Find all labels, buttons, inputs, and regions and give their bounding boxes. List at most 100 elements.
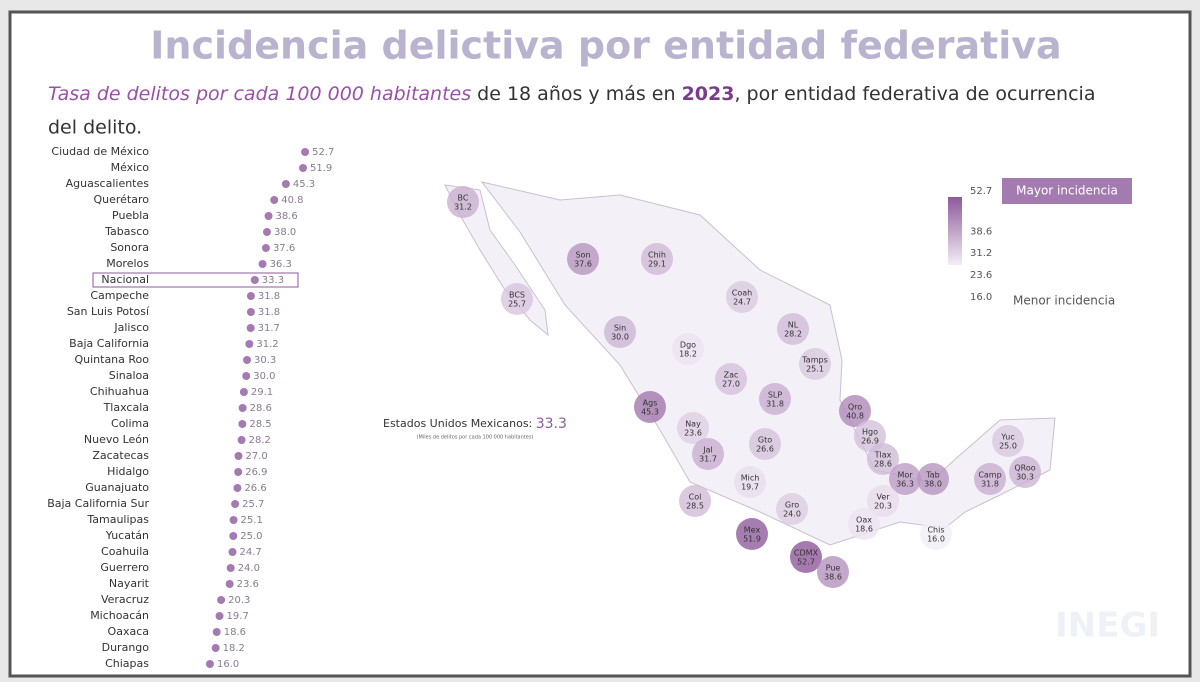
value-label: 45.3 [293,179,315,190]
dot [225,580,234,588]
state-abbr: SLP [768,391,783,400]
category-label: Morelos [106,257,149,270]
category-label: Michoacán [90,609,149,622]
dot [237,436,246,444]
state-value: 38.6 [824,573,842,582]
legend-high-box [1002,178,1132,204]
dot [243,356,252,364]
state-value: 25.7 [508,300,526,309]
state [867,443,899,475]
state-abbr: Oax [856,516,872,525]
category-label: Puebla [112,209,149,222]
dot [258,260,267,268]
dot [212,628,221,636]
value-label: 38.6 [276,211,298,222]
value-label: 30.0 [253,371,275,382]
category-label: Aguascalientes [66,177,150,190]
state [799,348,831,380]
annotation-text: Estados Unidos Mexicanos: [383,417,536,430]
value-label: 37.6 [273,243,295,254]
state-value: 30.3 [1016,473,1034,482]
category-label: Nuevo León [84,433,149,446]
value-label: 51.9 [310,163,332,174]
state-abbr: BCS [509,291,525,300]
state [749,428,781,460]
category-label: Nayarit [109,577,150,590]
state-value: 28.2 [784,330,802,339]
category-label: Yucatán [105,529,149,542]
value-label: 24.0 [238,563,260,574]
value-label: 31.2 [256,339,278,350]
subtitle-part: , por entidad federativa de ocurrencia [734,83,1095,105]
state [759,383,791,415]
legend-low: Menor incidencia [1013,294,1115,308]
state [634,391,666,423]
value-label: 36.3 [270,259,292,270]
state-abbr: Tamps [801,356,828,365]
subtitle: Tasa de delitos por cada 100 000 habitan… [48,83,1095,105]
state-value: 19.7 [741,483,759,492]
state-abbr: BC [458,194,469,203]
dot [217,596,226,604]
category-label: Quintana Roo [74,353,149,366]
state [889,463,921,495]
dot [239,388,248,396]
value-label: 18.6 [224,627,246,638]
category-label: Colima [111,417,149,430]
dot [215,612,224,620]
state-abbr: Qro [848,403,862,412]
highlight-box [92,272,299,288]
category-label: Guerrero [100,561,149,574]
value-label: 19.7 [227,611,249,622]
value-label: 38.0 [274,227,296,238]
state [848,508,880,540]
legend-tick-label: 52.7 [970,186,992,197]
state-abbr: Pue [826,564,841,573]
dot [211,644,220,652]
value-label: 25.7 [242,499,264,510]
value-label: 26.9 [245,467,267,478]
state-value: 37.6 [574,260,592,269]
dot [245,340,254,348]
subtitle-part: Tasa de delitos por cada 100 000 habitan… [48,83,471,105]
dot [233,484,242,492]
dot [238,404,247,412]
state-value: 45.3 [641,408,659,417]
category-label: Sinaloa [109,369,149,382]
value-label: 29.1 [251,387,273,398]
state-value: 28.6 [874,460,892,469]
state [920,518,952,550]
value-label: 23.6 [237,579,259,590]
state [736,518,768,550]
category-label: Jalisco [113,321,149,334]
value-label: 31.8 [258,291,280,302]
state-abbr: Mich [741,474,760,483]
state-value: 31.8 [981,480,999,489]
value-label: 52.7 [312,147,334,158]
state [726,281,758,313]
dot [229,516,238,524]
category-label: Tabasco [104,225,149,238]
value-label: 24.7 [240,547,262,558]
state [917,463,949,495]
state-abbr: Dgo [680,341,696,350]
dot [228,548,237,556]
state [672,333,704,365]
subtitle-part: de 18 años y más en [471,83,681,105]
value-label: 28.5 [249,419,271,430]
state-value: 23.6 [684,429,702,438]
state-value: 26.9 [861,437,879,446]
dot [246,324,255,332]
slide-frame [8,10,1192,678]
value-label: 40.8 [281,195,303,206]
state-abbr: Sin [614,324,626,333]
logo: INEGI [1055,606,1160,646]
category-label: Veracruz [101,593,149,606]
value-label: 18.2 [223,643,245,654]
dot [250,276,259,284]
category-label: Hidalgo [107,465,149,478]
dot [205,660,214,668]
state-abbr: Gto [758,436,772,445]
state-abbr: Chih [648,251,666,260]
